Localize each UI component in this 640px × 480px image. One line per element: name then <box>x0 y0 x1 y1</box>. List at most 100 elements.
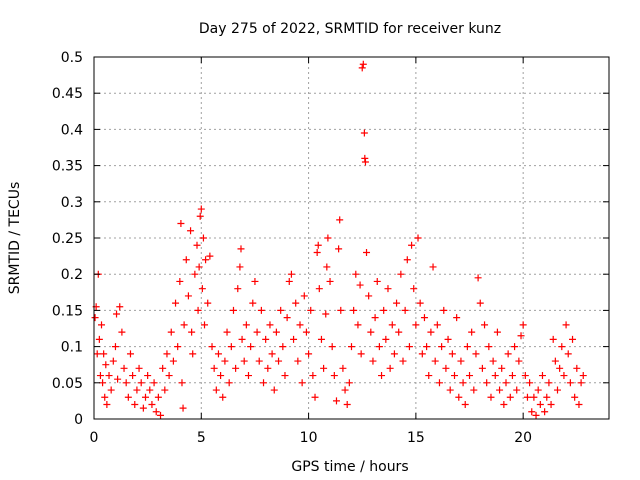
data-point <box>558 343 566 351</box>
data-point <box>560 372 568 380</box>
data-point <box>219 393 227 401</box>
data-point <box>504 350 512 358</box>
data-point <box>242 321 250 329</box>
data-point <box>573 364 581 372</box>
data-point <box>571 393 579 401</box>
y-tick-label: 0.2 <box>61 267 83 283</box>
data-point <box>523 393 531 401</box>
data-point <box>472 350 480 358</box>
data-point <box>150 379 158 387</box>
y-axis-label: SRMTID / TECUs <box>7 182 23 295</box>
data-point <box>337 306 345 314</box>
y-tick-label: 0.3 <box>61 195 83 211</box>
data-point <box>367 328 375 336</box>
data-point <box>332 397 340 405</box>
data-point <box>438 343 446 351</box>
data-point <box>435 379 443 387</box>
data-point <box>577 379 585 387</box>
data-point <box>176 277 184 285</box>
data-point <box>324 234 332 242</box>
data-point <box>272 328 280 336</box>
y-tick-label: 0.45 <box>52 86 83 102</box>
data-point <box>534 386 542 394</box>
y-tick-label: 0.1 <box>61 340 83 356</box>
x-tick-label: 10 <box>300 430 318 446</box>
data-point <box>403 256 411 264</box>
data-point <box>354 321 362 329</box>
x-tick-label: 15 <box>407 430 425 446</box>
data-point <box>314 241 322 249</box>
data-point <box>144 372 152 380</box>
data-point <box>277 306 285 314</box>
data-point <box>249 299 257 307</box>
data-point <box>229 306 237 314</box>
data-point <box>142 393 149 401</box>
grid-lines <box>94 57 609 419</box>
data-point <box>554 386 561 394</box>
data-point <box>189 350 197 358</box>
data-point <box>541 408 549 416</box>
data-point <box>214 350 222 358</box>
data-point <box>547 401 555 409</box>
data-point <box>311 393 319 401</box>
data-point <box>135 364 143 372</box>
data-point <box>118 328 126 336</box>
data-point <box>545 379 553 387</box>
data-point <box>538 372 546 380</box>
data-point <box>373 277 381 285</box>
data-point <box>511 343 519 351</box>
data-point <box>247 343 255 351</box>
data-point <box>412 321 420 329</box>
data-point <box>491 372 499 380</box>
data-point <box>405 343 413 351</box>
data-point <box>227 343 235 351</box>
y-tick-label: 0.15 <box>52 303 83 319</box>
data-point <box>408 241 416 249</box>
data-point <box>285 277 293 285</box>
data-point <box>498 364 506 372</box>
x-tick-label: 0 <box>90 430 99 446</box>
data-point <box>348 343 355 351</box>
data-point <box>478 364 486 372</box>
data-point <box>167 328 175 336</box>
data-point <box>425 372 433 380</box>
data-point <box>508 372 516 380</box>
data-point <box>357 350 365 358</box>
data-point <box>146 386 154 394</box>
data-point <box>129 372 137 380</box>
data-point <box>188 328 196 336</box>
data-point <box>237 245 245 253</box>
data-point <box>528 408 536 416</box>
data-point <box>468 328 476 336</box>
data-point <box>485 343 493 351</box>
data-point <box>513 386 521 394</box>
data-point <box>463 343 471 351</box>
data-point <box>496 386 504 394</box>
data-point <box>313 248 321 256</box>
data-point <box>172 299 180 307</box>
data-point <box>493 328 501 336</box>
data-point <box>187 227 195 235</box>
data-point <box>336 216 344 224</box>
data-point <box>178 379 186 387</box>
data-point <box>433 321 441 329</box>
data-point <box>275 357 283 365</box>
data-point <box>131 401 139 409</box>
data-point <box>444 335 452 343</box>
data-point <box>238 335 246 343</box>
data-point <box>251 277 259 285</box>
data-point <box>232 364 240 372</box>
data-point <box>476 299 484 307</box>
data-point <box>109 357 117 365</box>
data-point <box>116 303 124 311</box>
data-point <box>345 379 353 387</box>
data-point <box>361 158 369 166</box>
data-point <box>292 299 300 307</box>
data-point <box>386 364 394 372</box>
data-point <box>399 357 407 365</box>
data-point <box>174 343 182 351</box>
data-point <box>375 343 383 351</box>
data-point <box>255 357 263 365</box>
data-point <box>365 292 373 300</box>
data-point <box>202 256 210 264</box>
